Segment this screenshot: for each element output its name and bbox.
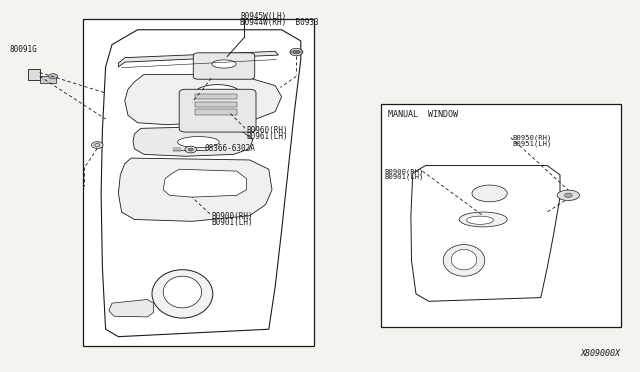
Text: B0950(RH): B0950(RH) bbox=[512, 135, 552, 141]
Text: B0944W(RH)  B0933: B0944W(RH) B0933 bbox=[240, 18, 319, 27]
Text: 80091G: 80091G bbox=[10, 45, 37, 54]
Ellipse shape bbox=[152, 270, 212, 318]
Polygon shape bbox=[163, 169, 246, 197]
Circle shape bbox=[185, 146, 196, 153]
Polygon shape bbox=[133, 126, 253, 156]
Text: B0901(LH): B0901(LH) bbox=[211, 218, 253, 227]
Ellipse shape bbox=[472, 185, 508, 202]
FancyBboxPatch shape bbox=[193, 53, 255, 79]
Bar bbox=[40, 76, 56, 83]
Ellipse shape bbox=[178, 137, 220, 148]
Text: B0900(RH): B0900(RH) bbox=[211, 212, 253, 221]
Text: B0951(LH): B0951(LH) bbox=[512, 140, 552, 147]
Text: B0901(LH): B0901(LH) bbox=[384, 174, 424, 180]
Polygon shape bbox=[109, 299, 154, 317]
Circle shape bbox=[564, 193, 572, 198]
Ellipse shape bbox=[557, 190, 580, 201]
Ellipse shape bbox=[467, 216, 493, 224]
Text: 08366-6302A: 08366-6302A bbox=[205, 144, 255, 153]
Ellipse shape bbox=[443, 245, 485, 276]
Ellipse shape bbox=[163, 276, 202, 308]
Bar bbox=[195, 94, 237, 99]
Text: B0900(RH): B0900(RH) bbox=[384, 168, 424, 174]
Ellipse shape bbox=[460, 212, 507, 227]
Text: B0960(RH): B0960(RH) bbox=[246, 126, 288, 135]
Polygon shape bbox=[411, 166, 560, 301]
Polygon shape bbox=[118, 158, 272, 221]
Polygon shape bbox=[118, 51, 278, 67]
Bar bbox=[195, 109, 237, 115]
Circle shape bbox=[290, 48, 303, 56]
Text: MANUAL  WINDOW: MANUAL WINDOW bbox=[388, 110, 458, 119]
Ellipse shape bbox=[194, 84, 242, 105]
Text: X809000X: X809000X bbox=[581, 349, 621, 358]
FancyBboxPatch shape bbox=[179, 89, 256, 132]
Bar bbox=[195, 102, 237, 107]
Circle shape bbox=[188, 148, 193, 151]
Ellipse shape bbox=[212, 60, 236, 68]
Bar bbox=[28, 69, 40, 80]
Ellipse shape bbox=[451, 249, 477, 270]
Circle shape bbox=[92, 142, 103, 148]
Polygon shape bbox=[125, 74, 282, 125]
Polygon shape bbox=[101, 30, 301, 337]
Bar bbox=[381, 104, 621, 327]
Text: B0961(LH): B0961(LH) bbox=[246, 132, 288, 141]
Bar bbox=[83, 19, 314, 346]
Text: B0945W(LH): B0945W(LH) bbox=[240, 12, 286, 21]
Circle shape bbox=[49, 74, 58, 79]
Circle shape bbox=[293, 50, 300, 54]
